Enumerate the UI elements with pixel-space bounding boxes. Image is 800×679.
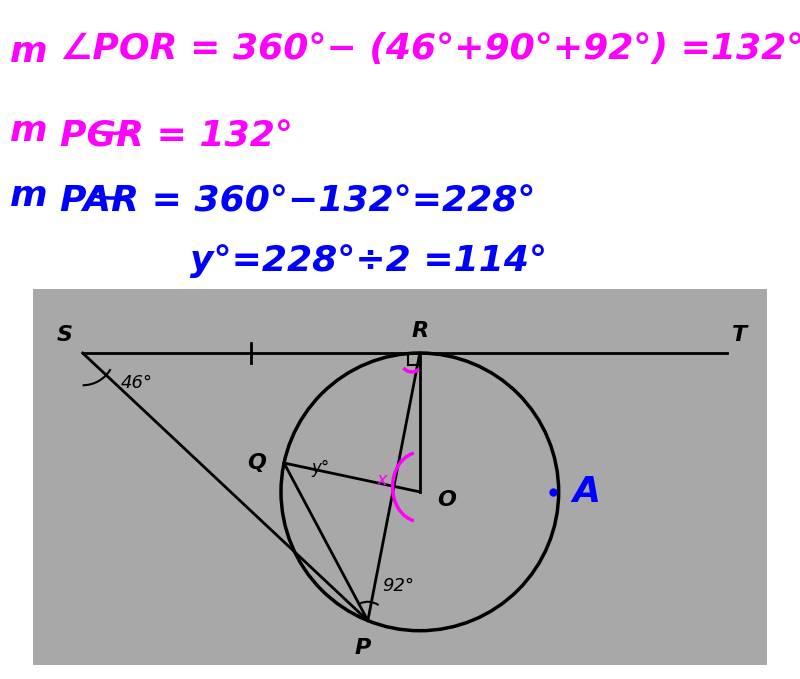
Text: y°: y° [312, 459, 330, 477]
Text: PGR = 132°: PGR = 132° [60, 120, 293, 153]
Text: 46°: 46° [120, 373, 152, 392]
Text: m: m [10, 115, 48, 149]
Text: m: m [10, 179, 48, 213]
Text: P: P [354, 638, 371, 659]
Text: PAR = 360°−132°=228°: PAR = 360°−132°=228° [60, 184, 535, 218]
Text: T: T [732, 325, 747, 345]
Text: x: x [377, 471, 387, 489]
Text: S: S [57, 325, 73, 345]
Text: ∠POR = 360°− (46°+90°+92°) =132°: ∠POR = 360°− (46°+90°+92°) =132° [60, 32, 800, 66]
Text: A: A [573, 475, 601, 509]
Text: R: R [411, 321, 428, 341]
Text: O: O [438, 490, 457, 510]
Text: m: m [10, 35, 48, 69]
Text: 92°: 92° [382, 577, 414, 595]
Text: Q: Q [247, 453, 266, 473]
FancyBboxPatch shape [33, 289, 767, 665]
Text: y°=228°÷2 =114°: y°=228°÷2 =114° [190, 244, 547, 278]
